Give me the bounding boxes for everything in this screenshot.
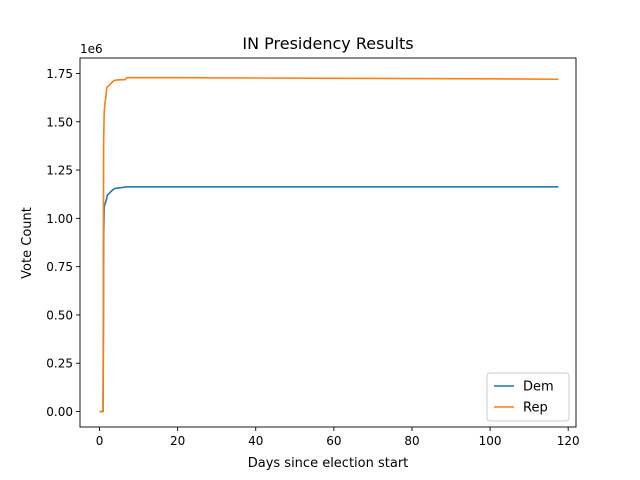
axes-layer: 0 20 40 60 80 100 120 0.00 0.25 0.50 0.75 1.00 1.25 1… [46, 57, 580, 448]
y-axis-label: Vote Count [20, 207, 35, 279]
legend: Dem Rep [486, 372, 570, 422]
plot-frame [79, 57, 577, 428]
legend-label-rep: Rep [523, 401, 548, 416]
legend-label-dem: Dem [523, 380, 554, 395]
y-offset-label: 1e6 [80, 42, 103, 56]
y-tick-label: 0.75 [46, 260, 73, 274]
series-layer [99, 76, 559, 413]
series-line-rep [99, 76, 559, 413]
y-tick-label: 1.00 [46, 212, 73, 226]
x-tick-label: 0 [96, 434, 104, 448]
x-tick-label: 20 [170, 434, 185, 448]
x-tick-label: 120 [557, 434, 580, 448]
y-tick-label: 0.00 [46, 405, 73, 419]
x-axis-label: Days since election start [248, 456, 409, 471]
y-tick-label: 0.50 [46, 308, 73, 322]
x-tick-label: 40 [248, 434, 263, 448]
y-tick-label: 0.25 [46, 357, 73, 371]
x-tick-label: 100 [479, 434, 502, 448]
y-tick-label: 1.50 [46, 115, 73, 129]
y-tick-label: 1.75 [46, 67, 73, 81]
legend-box [486, 372, 570, 422]
x-tick-label: 80 [404, 434, 419, 448]
x-tick-label: 60 [326, 434, 341, 448]
chart-title: IN Presidency Results [242, 34, 413, 53]
y-tick-label: 1.25 [46, 164, 73, 178]
